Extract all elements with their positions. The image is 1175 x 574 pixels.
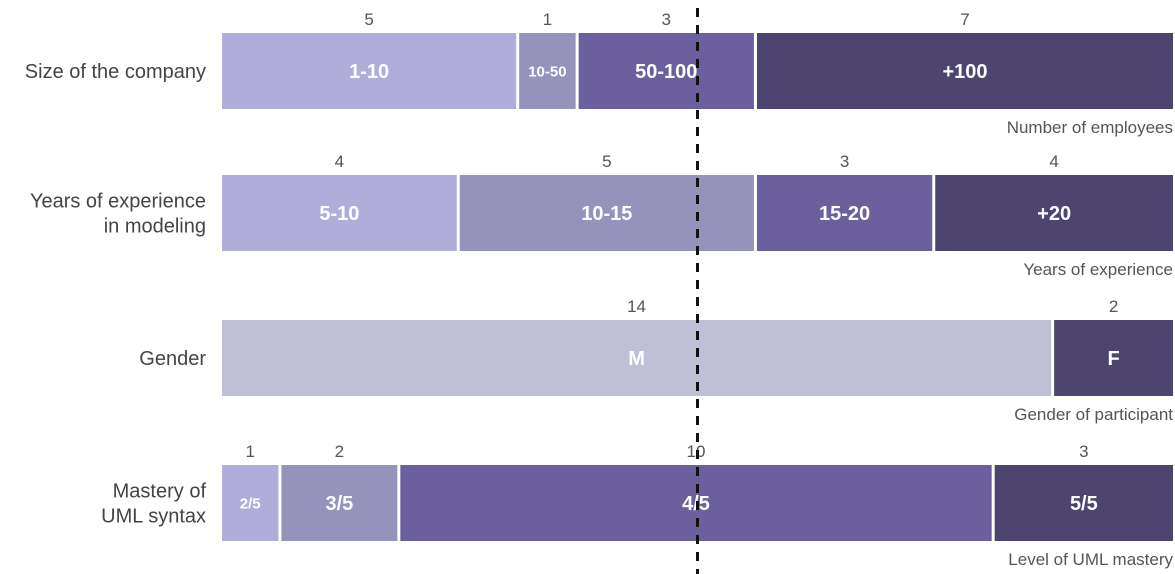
row-label: Gender bbox=[139, 348, 206, 370]
segment-count-label: 3 bbox=[840, 152, 849, 171]
segment-category-label: 5-10 bbox=[319, 203, 359, 225]
segment-category-label: 5/5 bbox=[1070, 493, 1098, 515]
row-caption: Years of experience bbox=[1023, 260, 1173, 279]
segment-category-label: 1-10 bbox=[349, 61, 389, 83]
row-label: Size of the company bbox=[25, 61, 206, 83]
segment-category-label: 3/5 bbox=[325, 493, 353, 515]
segment-count-label: 2 bbox=[1109, 297, 1118, 316]
bar-segment bbox=[578, 33, 754, 109]
segment-count-label: 4 bbox=[335, 152, 344, 171]
segment-count-label: 2 bbox=[335, 442, 344, 461]
row-label: Mastery of bbox=[113, 481, 207, 503]
row-caption: Number of employees bbox=[1007, 118, 1173, 137]
bar-segment bbox=[222, 320, 1052, 396]
bar-segment bbox=[935, 175, 1173, 251]
bar-segment bbox=[459, 175, 754, 251]
row-caption: Level of UML mastery bbox=[1008, 550, 1173, 569]
chart-row: Years of experience in modeling 5-10 4 10-15… bbox=[30, 152, 1173, 279]
segment-category-label: 2/5 bbox=[240, 495, 261, 512]
segment-count-label: 1 bbox=[245, 442, 254, 461]
chart-row: Size of the company 1-10 5 10-50 1 50-100 3 +10… bbox=[25, 10, 1173, 137]
segment-count-label: 4 bbox=[1049, 152, 1058, 171]
chart-rows: Size of the company 1-10 5 10-50 1 50-100 3 +10… bbox=[25, 10, 1174, 569]
segment-category-label: M bbox=[628, 348, 645, 370]
row-caption: Gender of participant bbox=[1014, 405, 1173, 424]
segment-category-label: F bbox=[1107, 348, 1119, 370]
segment-count-label: 3 bbox=[1079, 442, 1088, 461]
segment-count-label: 7 bbox=[960, 10, 969, 29]
segment-category-label: +20 bbox=[1037, 203, 1071, 225]
row-label: UML syntax bbox=[101, 506, 206, 528]
bar-segment bbox=[222, 465, 279, 541]
segment-category-label: 10-50 bbox=[528, 63, 566, 80]
segment-category-label: 50-100 bbox=[635, 61, 697, 83]
bar-segment bbox=[1054, 320, 1173, 396]
bar-segment bbox=[519, 33, 576, 109]
segment-category-label: +100 bbox=[942, 61, 987, 83]
segment-count-label: 3 bbox=[662, 10, 671, 29]
segment-count-label: 1 bbox=[543, 10, 552, 29]
bar-segment bbox=[756, 175, 933, 251]
segment-category-label: 15-20 bbox=[819, 203, 870, 225]
bar-segment bbox=[281, 465, 398, 541]
bar-segment bbox=[222, 175, 457, 251]
chart-row: Gender M 14 F 2 Gender of participant bbox=[139, 297, 1173, 424]
segment-count-label: 5 bbox=[602, 152, 611, 171]
bar-segment bbox=[994, 465, 1173, 541]
row-label: Years of experience bbox=[30, 191, 206, 213]
bar-segment bbox=[756, 33, 1173, 109]
segment-category-label: 10-15 bbox=[581, 203, 632, 225]
bar-segment bbox=[222, 33, 517, 109]
segment-count-label: 5 bbox=[364, 10, 373, 29]
segment-count-label: 14 bbox=[627, 297, 646, 316]
row-label: in modeling bbox=[104, 216, 206, 238]
